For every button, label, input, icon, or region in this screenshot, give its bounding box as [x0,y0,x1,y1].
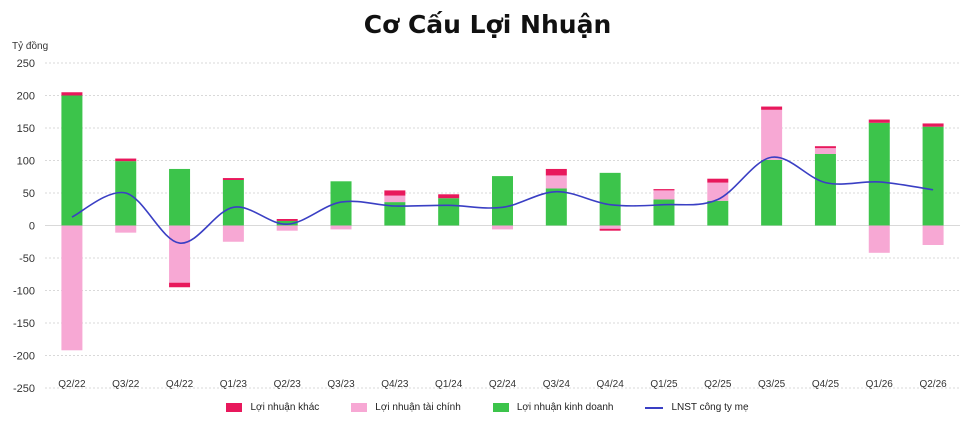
bar-financial-profit [61,225,83,351]
bar-other-profit [115,158,137,162]
y-tick-label: 50 [23,188,35,200]
x-tick-label: Q1/23 [220,379,248,390]
bar-financial-profit [761,109,783,160]
bar-business-profit [384,202,406,226]
bar-other-profit [545,168,567,176]
legend-swatch-parent-npat [645,406,664,409]
x-tick-label: Q3/22 [112,379,140,390]
x-tick-label: Q3/25 [758,379,786,390]
x-tick-label: Q1/26 [866,379,894,390]
bar-financial-profit [492,225,513,230]
legend-swatch-other-profit [226,403,243,412]
legend: Lợi nhuận khác Lợi nhuận tài chính Lợi n… [0,402,975,413]
legend-item-financial-profit: Lợi nhuận tài chính [351,402,461,413]
x-tick-label: Q4/24 [597,379,625,390]
bar-other-profit [814,146,836,149]
bar-business-profit [814,154,836,226]
bar-financial-profit [384,195,406,203]
bar-other-profit [653,189,675,191]
y-tick-label: -250 [13,383,35,395]
bar-business-profit [61,95,83,226]
y-axis-unit-label: Tỷ đồng [12,41,49,52]
x-tick-label: Q1/25 [650,379,678,390]
bar-other-profit [222,178,244,180]
x-tick-label: Q2/22 [58,379,86,390]
legend-label-other-profit: Lợi nhuận khác [250,402,320,413]
y-tick-label: 0 [29,221,35,233]
bar-financial-profit [115,225,137,233]
x-tick-label: Q2/23 [274,379,302,390]
bar-financial-profit [707,182,729,201]
bar-financial-profit [276,225,298,231]
bar-financial-profit [169,225,191,283]
profit-structure-chart: 250 200 150 100 50 0 -50 -100 -150 -200 -250 Q2/22 Q… [13,58,960,395]
y-tick-label: -100 [13,286,35,298]
y-tick-label: -150 [13,318,35,330]
x-tick-label: Q4/23 [381,379,409,390]
bar-business-profit [922,126,944,226]
legend-label-financial-profit: Lợi nhuận tài chính [375,402,461,413]
x-tick-label: Q2/26 [919,379,947,390]
legend-swatch-financial-profit [351,403,368,412]
bar-financial-profit [599,225,621,229]
bar-financial-profit [545,175,567,189]
y-tick-label: 100 [17,156,35,168]
line-parent-npat [71,156,934,244]
bar-business-profit [761,159,783,226]
bar-business-profit [276,220,298,226]
bar-financial-profit [330,225,352,230]
bar-other-profit [61,92,83,96]
y-tick-label: -200 [13,351,35,363]
bar-other-profit [438,194,460,199]
legend-label-business-profit: Lợi nhuận kinh doanh [516,402,614,413]
chart-title: Cơ Cấu Lợi Nhuận [363,10,612,39]
bar-business-profit [169,168,191,226]
bar-other-profit [276,219,298,221]
legend-item-business-profit: Lợi nhuận kinh doanh [492,402,614,413]
bar-business-profit [545,188,567,226]
bar-other-profit [761,106,783,110]
y-tick-label: 150 [17,123,35,135]
bar-business-profit [222,180,244,226]
x-tick-label: Q4/25 [812,379,840,390]
x-tick-label: Q3/23 [327,379,355,390]
bar-other-profit [169,282,191,288]
bar-other-profit [599,228,621,231]
legend-swatch-business-profit [492,403,509,412]
legend-item-other-profit: Lợi nhuận khác [226,402,319,413]
x-tick-label: Q2/24 [489,379,517,390]
y-tick-label: -50 [19,253,35,265]
bar-business-profit [868,122,890,226]
bar-financial-profit [653,190,675,200]
bar-business-profit [599,172,621,226]
bar-other-profit [922,123,944,127]
bar-other-profit [868,119,890,123]
bar-financial-profit [222,225,244,242]
bar-financial-profit [922,225,944,245]
bar-other-profit [707,178,729,183]
bar-other-profit [384,190,406,196]
x-tick-label: Q1/24 [435,379,463,390]
x-tick-label: Q4/22 [166,379,194,390]
bar-business-profit [438,198,460,226]
bar-business-profit [330,181,352,226]
bar-financial-profit [814,148,836,154]
bar-business-profit [492,176,513,226]
legend-label-parent-npat: LNST công ty mẹ [671,402,749,413]
bar-business-profit [653,199,675,226]
legend-item-parent-npat: LNST công ty mẹ [645,402,749,413]
x-tick-label: Q2/25 [704,379,732,390]
y-tick-label: 200 [17,91,35,103]
bar-business-profit [707,200,729,226]
bar-financial-profit [868,225,890,253]
x-tick-label: Q3/24 [543,379,571,390]
y-tick-label: 250 [17,58,35,70]
